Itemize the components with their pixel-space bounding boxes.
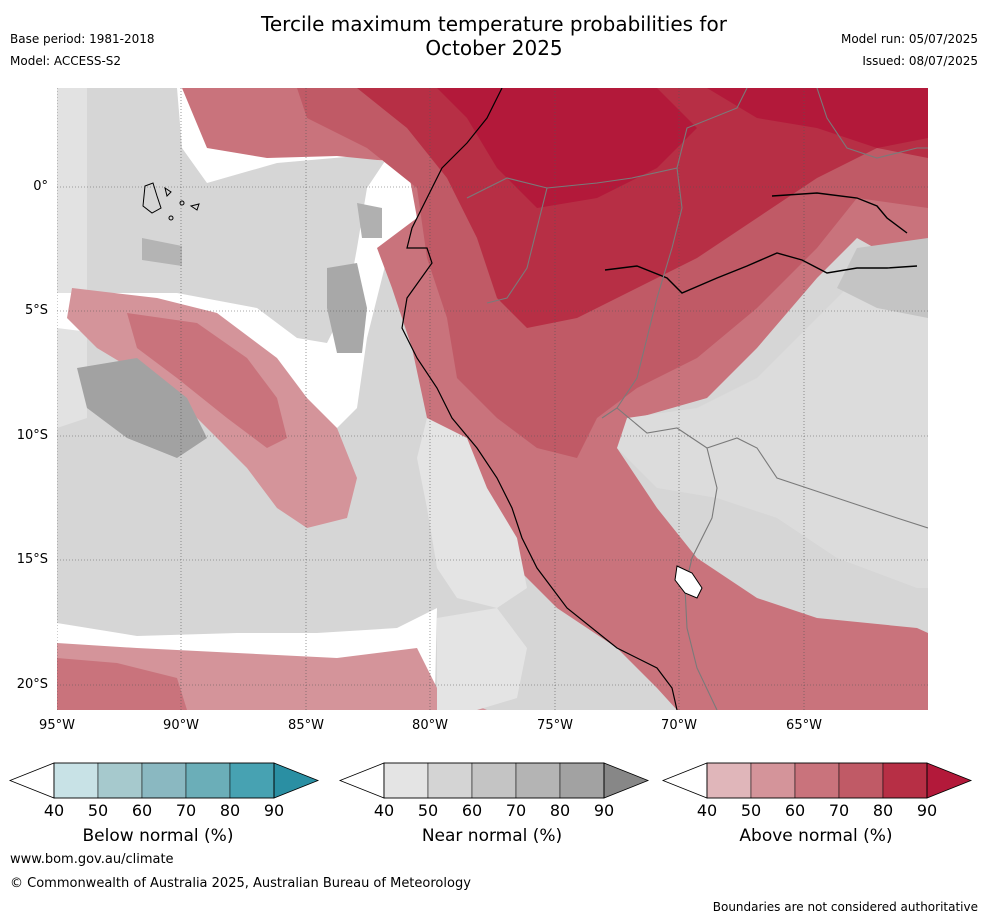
above-normal-tick-90: 90	[917, 801, 937, 820]
model-text: Model: ACCESS-S2	[10, 54, 122, 68]
above-normal-tick-50: 50	[741, 801, 761, 820]
near-normal-east-region	[617, 268, 928, 588]
river-north	[771, 192, 908, 234]
below-normal-upper-extend	[273, 762, 320, 799]
galapagos-islands	[142, 182, 200, 221]
footer-copyright: © Commonwealth of Australia 2025, Austra…	[10, 876, 471, 891]
model-run-text: Model run: 05/07/2025	[840, 32, 978, 46]
issued-text: Issued: 08/07/2025	[862, 54, 978, 68]
below-normal-tick-60: 60	[132, 801, 152, 820]
graticule	[57, 88, 928, 710]
coastline	[401, 88, 678, 710]
near-normal-outline	[383, 762, 605, 799]
colorbar-near-normal: 40 50 60 70 80 90	[338, 762, 650, 820]
above-normal-cell-0	[706, 762, 752, 799]
colorbar-below-normal: 40 50 60 70 80 90	[8, 762, 320, 820]
colorbar-near-normal-label: Near normal (%)	[421, 826, 563, 846]
near-normal-cell-2	[471, 762, 517, 799]
near-normal-high-patch-3	[357, 203, 382, 238]
above-normal-tick-70: 70	[829, 801, 849, 820]
below-normal-tick-80: 80	[220, 801, 240, 820]
map-title: Tercile maximum temperature probabilitie…	[0, 12, 988, 60]
above-normal-60-south-region	[57, 658, 187, 710]
near-normal-light-region	[57, 88, 87, 428]
lon-label-90w: 90°W	[163, 718, 199, 733]
above-normal-lower-extend	[661, 762, 708, 799]
near-normal-cell-0	[383, 762, 429, 799]
lon-label-85w: 85°W	[288, 718, 324, 733]
title-line-1: Tercile maximum temperature probabilitie…	[261, 12, 727, 36]
near-normal-tick-90: 90	[594, 801, 614, 820]
above-normal-outline	[706, 762, 928, 799]
near-normal-tick-50: 50	[418, 801, 438, 820]
footer-url: www.bom.gov.au/climate	[10, 852, 174, 867]
above-normal-upper-extend	[926, 762, 973, 799]
below-normal-cell-4	[229, 762, 275, 799]
probability-map	[57, 88, 928, 710]
below-normal-cell-0	[53, 762, 99, 799]
above-normal-cell-3	[838, 762, 884, 799]
base-period-text: Base period: 1981-2018	[10, 32, 155, 46]
near-normal-high-patch-1	[77, 358, 207, 458]
near-normal-cell-3	[515, 762, 561, 799]
lake-titicaca	[674, 565, 703, 599]
lon-label-95w: 95°W	[39, 718, 75, 733]
above-normal-tick-60: 60	[785, 801, 805, 820]
near-normal-upper-extend	[603, 762, 650, 799]
footer-disclaimer: Boundaries are not considered authoritat…	[712, 900, 978, 914]
above-normal-tongue-core	[127, 313, 287, 448]
near-normal-lower-extend	[338, 762, 385, 799]
near-normal-high-patch-4	[142, 238, 182, 266]
near-normal-tick-70: 70	[506, 801, 526, 820]
above-normal-cell-1	[750, 762, 796, 799]
amazon-river	[604, 252, 918, 294]
above-normal-cell-2	[794, 762, 840, 799]
near-normal-east-dark-region	[837, 238, 928, 318]
colorbar-above-normal-label: Above normal (%)	[739, 826, 893, 846]
lon-label-70w: 70°W	[661, 718, 697, 733]
above-normal-cell-4	[882, 762, 928, 799]
below-normal-tick-90: 90	[264, 801, 284, 820]
near-normal-coastal-south-region	[437, 608, 527, 710]
above-normal-tick-80: 80	[873, 801, 893, 820]
near-normal-tick-80: 80	[550, 801, 570, 820]
lat-label-20s: 20°S	[16, 677, 48, 692]
below-normal-tick-50: 50	[88, 801, 108, 820]
lon-label-80w: 80°W	[412, 718, 448, 733]
colorbar-above-normal: 40 50 60 70 80 90	[661, 762, 973, 820]
lat-label-5s: 5°S	[24, 303, 48, 318]
lat-label-0: 0°	[33, 179, 48, 194]
near-normal-tick-60: 60	[462, 801, 482, 820]
lat-label-15s: 15°S	[16, 552, 48, 567]
near-normal-tick-40: 40	[374, 801, 394, 820]
lat-label-10s: 10°S	[16, 428, 48, 443]
meta-left: Base period: 1981-2018 Model: ACCESS-S2	[10, 28, 155, 72]
title-line-2: October 2025	[425, 36, 563, 60]
lon-label-65w: 65°W	[786, 718, 822, 733]
lon-label-75w: 75°W	[537, 718, 573, 733]
near-normal-cell-1	[427, 762, 473, 799]
below-normal-tick-40: 40	[44, 801, 64, 820]
meta-right: Model run: 05/07/2025 Issued: 08/07/2025	[841, 28, 978, 72]
near-normal-cell-4	[559, 762, 605, 799]
near-normal-coastal-region	[417, 418, 527, 608]
colorbar-below-normal-label: Below normal (%)	[82, 826, 234, 846]
near-normal-high-patch-2	[327, 263, 367, 353]
below-normal-cell-2	[141, 762, 187, 799]
above-normal-tick-40: 40	[697, 801, 717, 820]
below-normal-cell-1	[97, 762, 143, 799]
below-normal-tick-70: 70	[176, 801, 196, 820]
below-normal-cell-3	[185, 762, 231, 799]
below-normal-outline	[53, 762, 275, 799]
below-normal-lower-extend	[8, 762, 55, 799]
map-svg	[57, 88, 928, 710]
above-normal-max-region-east	[707, 88, 928, 148]
